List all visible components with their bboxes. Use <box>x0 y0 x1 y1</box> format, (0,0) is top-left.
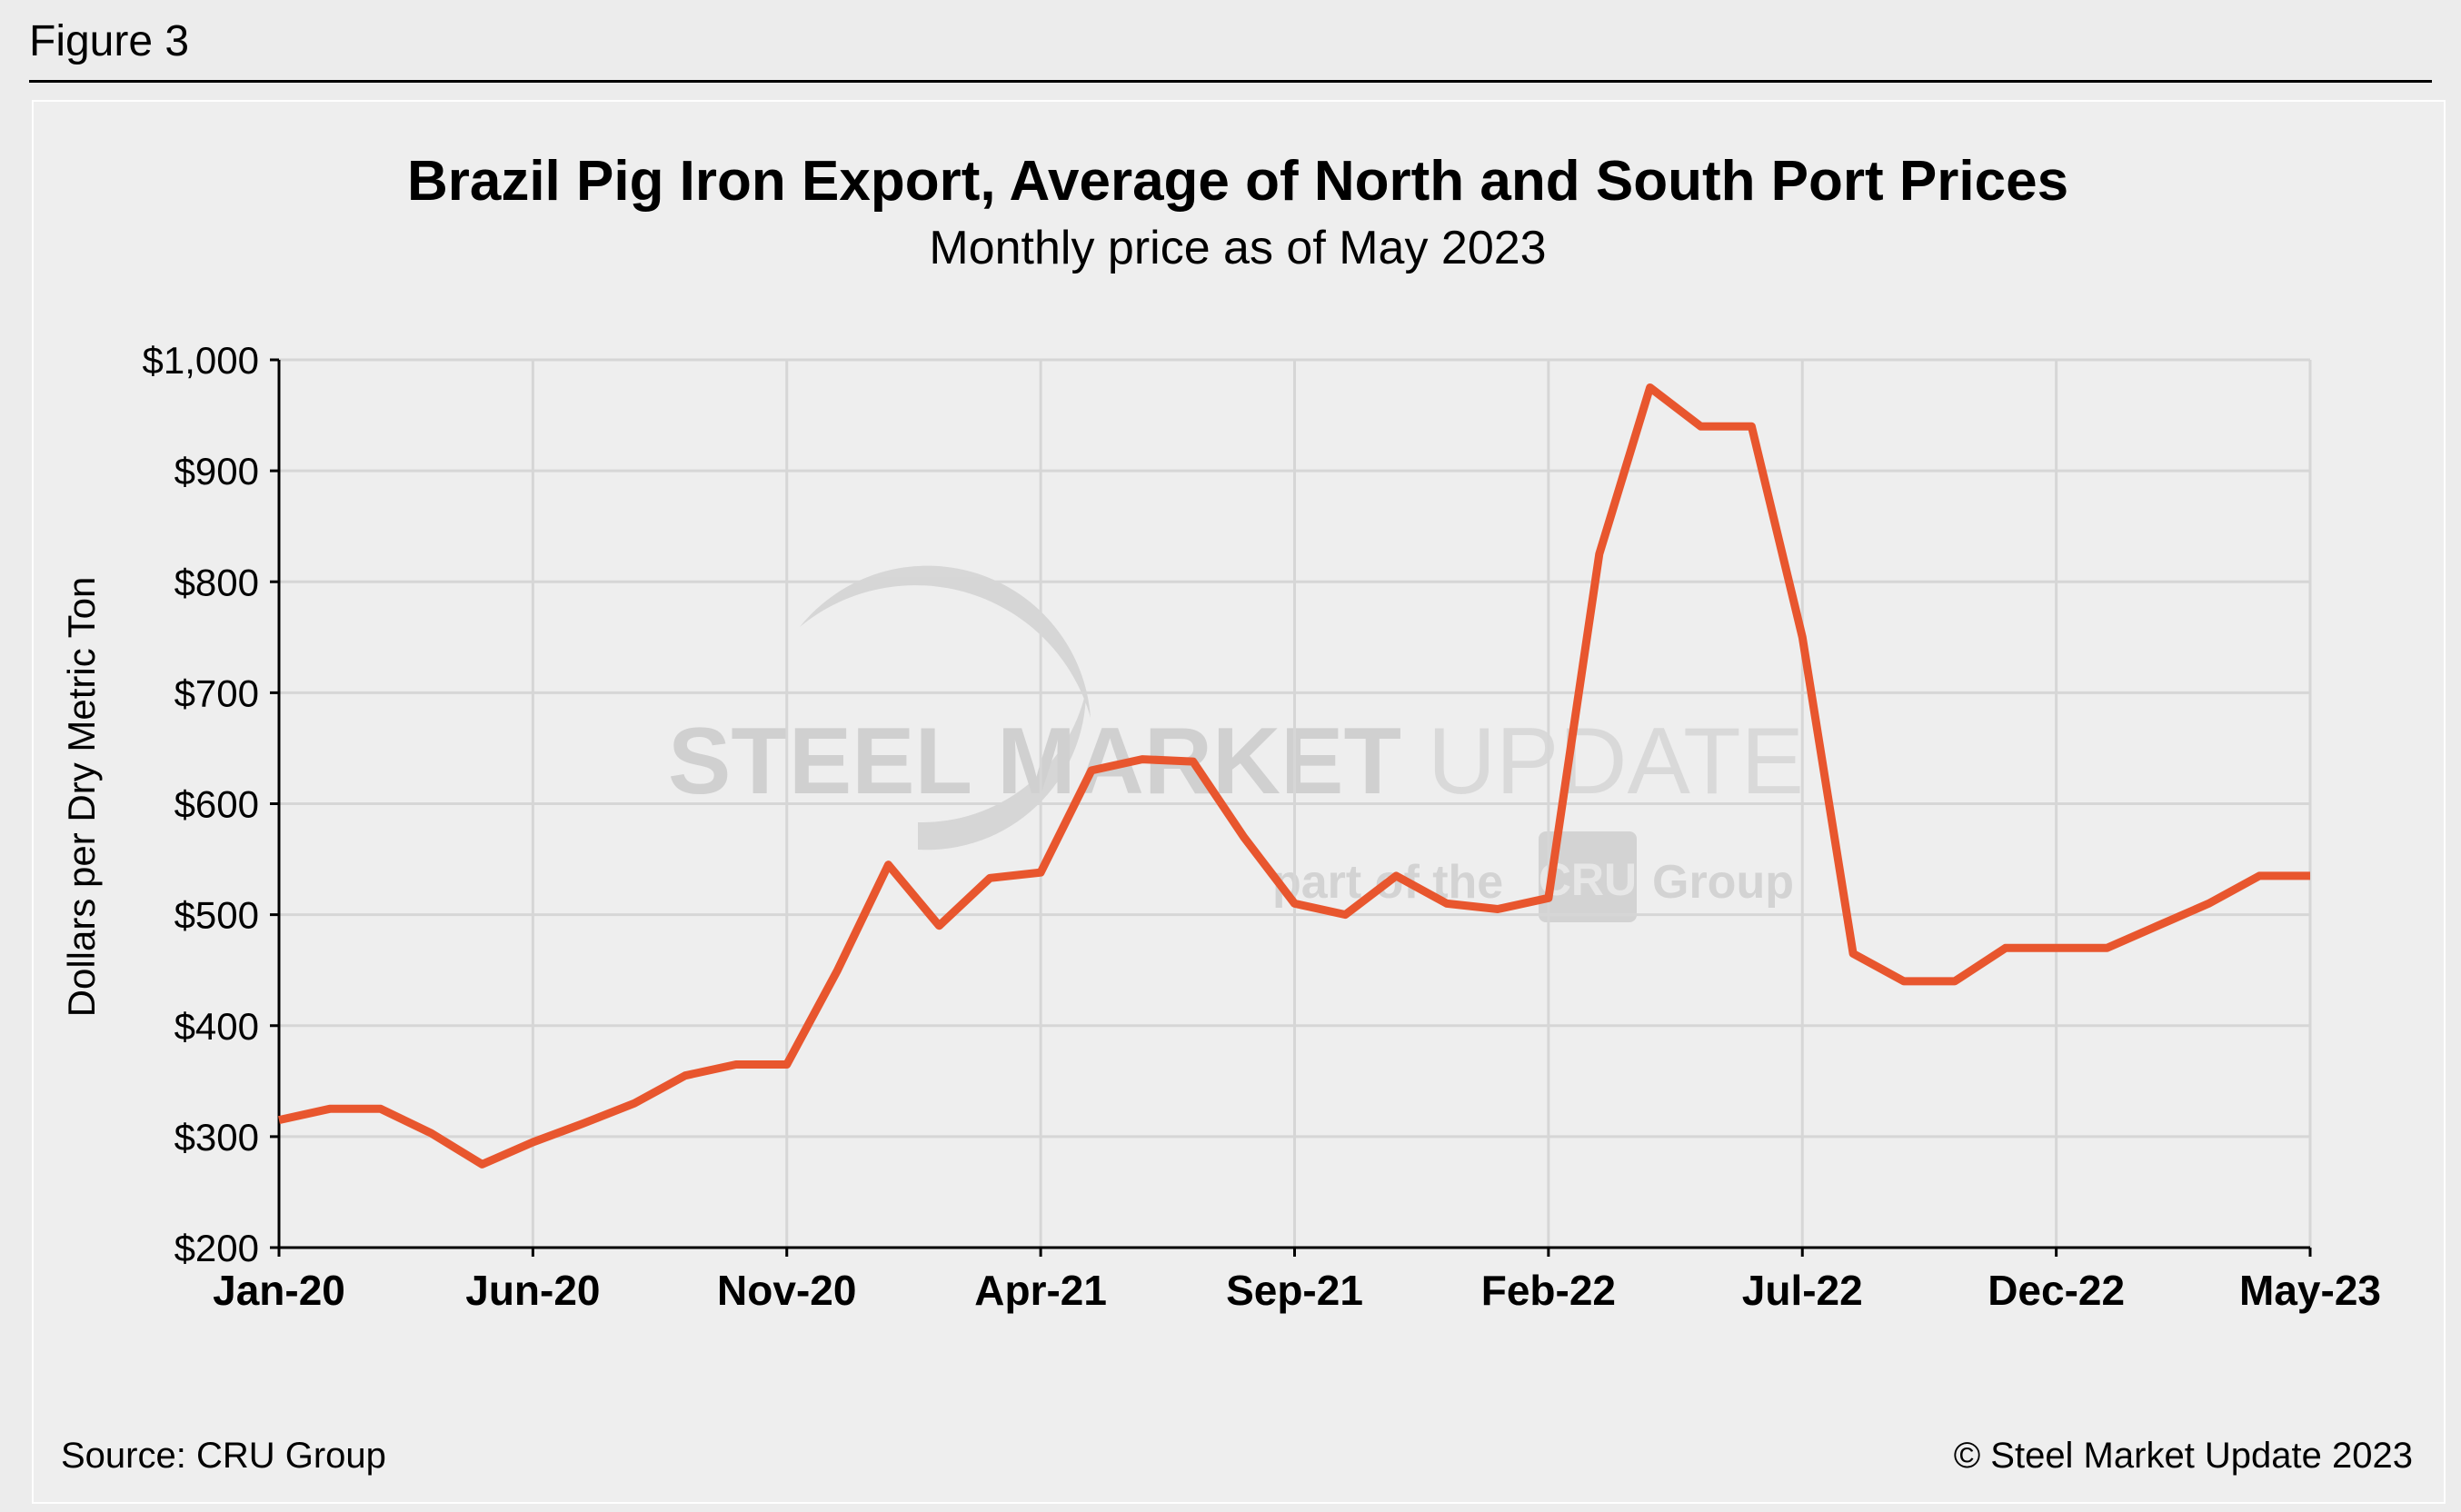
y-tick-label: $600 <box>174 783 259 826</box>
chart-title: Brazil Pig Iron Export, Average of North… <box>407 150 2068 213</box>
top-divider <box>29 80 2432 83</box>
watermark-arc-icon <box>800 565 1091 718</box>
x-tick-label: Apr-21 <box>974 1267 1107 1314</box>
svg-text:STEEL MARKET UPDATE: STEEL MARKET UPDATE <box>668 709 1804 814</box>
y-tick-label: $300 <box>174 1116 259 1159</box>
x-tick-label: Feb-22 <box>1481 1267 1616 1314</box>
y-tick-label: $400 <box>174 1005 259 1048</box>
y-tick-label: $800 <box>174 561 259 603</box>
x-tick-label: Jun-20 <box>465 1267 600 1314</box>
x-tick-label: May-23 <box>2239 1267 2381 1314</box>
watermark-subtext-post: Group <box>1652 856 1794 909</box>
chart-panel <box>32 100 2446 1504</box>
y-tick-label: $500 <box>174 894 259 937</box>
axes <box>270 358 2312 1257</box>
watermark-text-light: UPDATE <box>1401 709 1804 814</box>
watermark-swoosh-icon <box>918 691 1087 850</box>
x-tick-label: Sep-21 <box>1226 1267 1363 1314</box>
x-tick-label: Nov-20 <box>717 1267 856 1314</box>
x-tick-label: Jan-20 <box>213 1267 345 1314</box>
grid <box>279 358 2312 1248</box>
series-layer <box>278 383 2311 1169</box>
y-axis-label: Dollars per Dry Metric Ton <box>60 577 103 1018</box>
chart-subtitle: Monthly price as of May 2023 <box>929 222 1546 274</box>
watermark: STEEL MARKET UPDATE part of the CRU Grou… <box>668 565 1804 922</box>
y-tick-label: $700 <box>174 671 259 714</box>
copyright-note: © Steel Market Update 2023 <box>1953 1436 2413 1476</box>
watermark-badge <box>1539 831 1637 922</box>
x-tick-label: Dec-22 <box>1988 1267 2125 1314</box>
y-tick-label: $1,000 <box>143 339 259 382</box>
y-tick-label: $900 <box>174 450 259 492</box>
x-tick-labels: Jan-20 Jun-20 Nov-20 Apr-21 Sep-21 Feb-22 Jul-… <box>213 1267 2381 1314</box>
y-tick-label: $200 <box>174 1227 259 1269</box>
figure-label: Figure 3 <box>29 17 190 65</box>
watermark-text-bold: STEEL MARKET <box>668 709 1401 814</box>
y-tick-labels: $200 $300 $400 $500 $600 $700 $800 $900 $1,000 <box>143 339 259 1269</box>
source-note: Source: CRU Group <box>61 1436 386 1476</box>
x-tick-label: Jul-22 <box>1742 1267 1863 1314</box>
